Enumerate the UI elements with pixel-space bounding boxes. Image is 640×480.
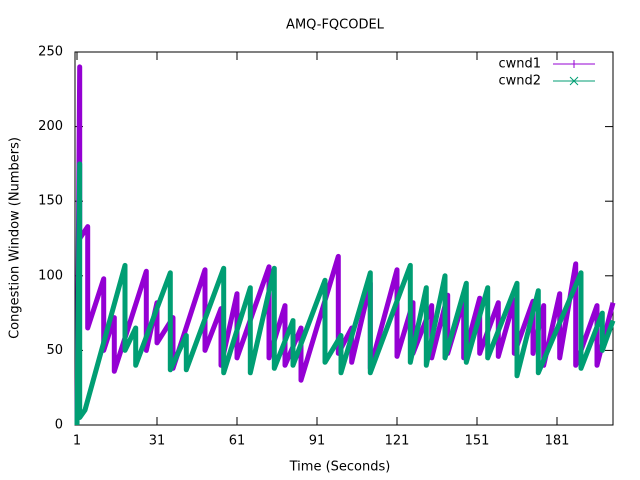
x-axis-label: Time (Seconds) xyxy=(289,460,391,475)
x-tick-label: 61 xyxy=(229,434,246,449)
x-tick-label: 151 xyxy=(465,434,490,449)
y-axis-label: Congestion Window (Numbers) xyxy=(8,137,23,339)
chart-title: AMQ-FQCODEL xyxy=(286,18,385,33)
y-tick-label: 50 xyxy=(46,343,63,358)
legend-label: cwnd2 xyxy=(498,74,541,89)
y-tick-label: 0 xyxy=(55,418,63,433)
series-line xyxy=(74,161,616,426)
y-tick-label: 250 xyxy=(38,45,63,60)
x-tick-label: 1 xyxy=(73,434,81,449)
y-tick-label: 100 xyxy=(38,268,63,283)
x-tick-label: 91 xyxy=(309,434,326,449)
y-tick-label: 150 xyxy=(38,194,63,209)
x-tick-label: 181 xyxy=(545,434,570,449)
legend-label: cwnd1 xyxy=(498,57,541,72)
x-tick-label: 121 xyxy=(385,434,410,449)
plot-frame xyxy=(74,51,614,426)
series-line xyxy=(74,64,616,426)
legend-marker xyxy=(569,76,579,86)
y-tick-label: 200 xyxy=(38,119,63,134)
x-tick-label: 31 xyxy=(149,434,166,449)
